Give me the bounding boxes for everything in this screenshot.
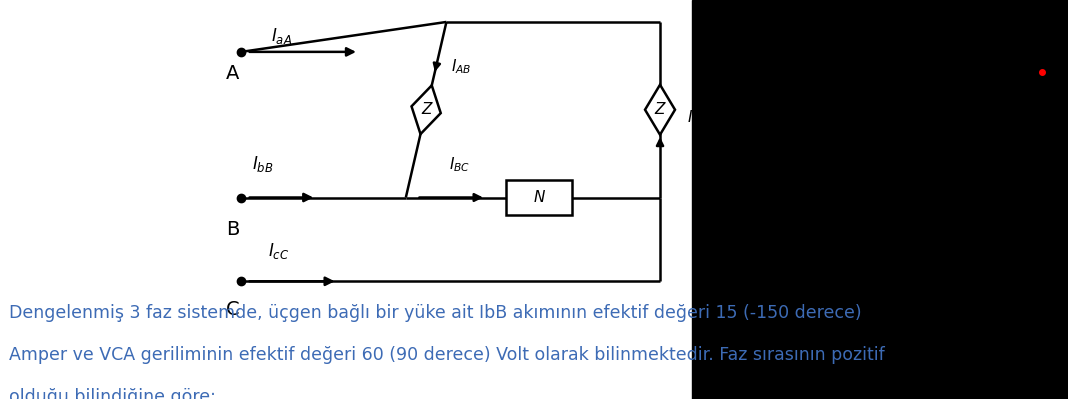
Text: Z: Z <box>655 102 665 117</box>
Text: Amper ve VCA geriliminin efektif değeri 60 (90 derece) Volt olarak bilinmektedir: Amper ve VCA geriliminin efektif değeri … <box>9 346 884 364</box>
Text: N: N <box>534 190 545 205</box>
Text: $I_{CA}$: $I_{CA}$ <box>687 109 707 127</box>
Text: C: C <box>226 300 239 319</box>
Bar <box>692 0 1068 399</box>
Text: $I_{bB}$: $I_{bB}$ <box>252 154 273 174</box>
Text: B: B <box>226 220 239 239</box>
Text: A: A <box>226 64 239 83</box>
Text: Dengelenmiş 3 faz sistemde, üçgen bağlı bir yüke ait IbB akımının efektif değeri: Dengelenmiş 3 faz sistemde, üçgen bağlı … <box>9 304 861 322</box>
Polygon shape <box>645 85 675 135</box>
Text: $I_{BC}$: $I_{BC}$ <box>449 156 470 174</box>
Text: $I_{AB}$: $I_{AB}$ <box>451 58 471 77</box>
Text: olduğu bilindiğine göre;: olduğu bilindiğine göre; <box>9 388 216 399</box>
Polygon shape <box>411 85 441 134</box>
Text: $I_{cC}$: $I_{cC}$ <box>268 241 289 261</box>
FancyBboxPatch shape <box>506 180 572 215</box>
Text: $I_{aA}$: $I_{aA}$ <box>271 26 293 46</box>
Text: Z: Z <box>421 102 431 117</box>
